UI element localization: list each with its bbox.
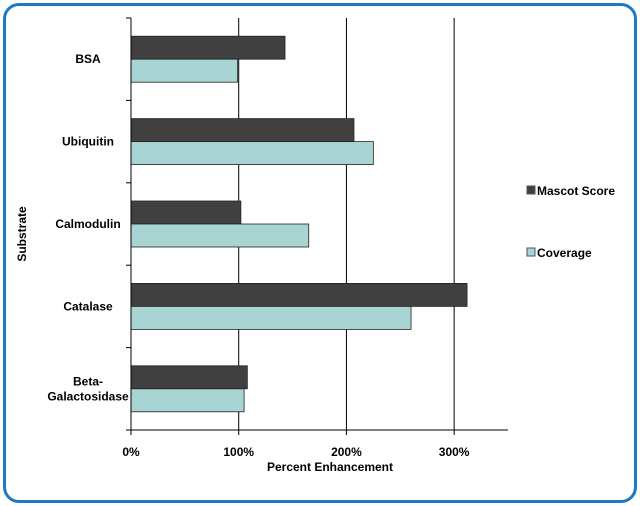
bar-mascot-score (130, 200, 242, 225)
category-label: BSA (75, 52, 101, 66)
category-label: Beta-Galactosidase (47, 374, 129, 403)
x-axis-title: Percent Enhancement (267, 460, 393, 474)
legend-swatch-mascot-score (526, 185, 536, 195)
legend: Mascot Score Coverage (526, 184, 615, 260)
legend-swatch-coverage (526, 247, 536, 257)
bar-mascot-score (130, 365, 248, 390)
legend-item-mascot-score: Mascot Score (526, 184, 615, 198)
x-tick-label: 200% (331, 445, 362, 459)
category-label: Calmodulin (55, 217, 120, 231)
y-axis-title: Substrate (15, 206, 29, 262)
x-tick-label: 0% (122, 445, 140, 459)
bar-coverage (130, 223, 310, 248)
legend-item-coverage: Coverage (526, 246, 592, 260)
legend-label-mascot-score: Mascot Score (537, 184, 615, 198)
bar-coverage (130, 141, 374, 166)
bar-coverage (130, 388, 245, 413)
bar-coverage (130, 305, 412, 330)
bar-coverage (130, 58, 239, 83)
legend-label-coverage: Coverage (537, 246, 592, 260)
x-tick-label: 300% (439, 445, 470, 459)
category-label: Catalase (63, 299, 113, 313)
bar-mascot-score (130, 35, 286, 60)
x-tick-label: 100% (223, 445, 254, 459)
category-label: Ubiquitin (62, 135, 114, 149)
bar-mascot-score (130, 118, 355, 142)
bar-mascot-score (130, 282, 468, 307)
